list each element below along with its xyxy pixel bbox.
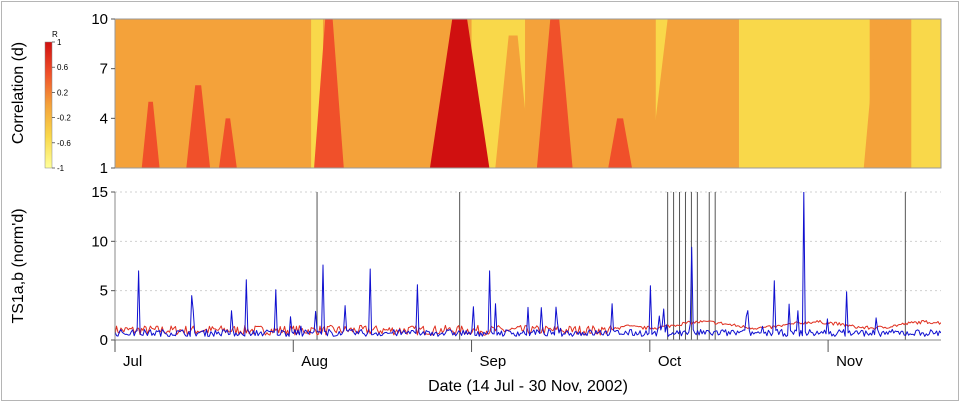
- heatmap-band-0: [141, 101, 160, 168]
- timeseries-x-tick-label-3: Oct: [658, 353, 682, 370]
- timeseries-x-axis: Jul Aug Sep Oct Nov: [114, 340, 863, 370]
- colorbar-tick-label-3: -0.2: [57, 114, 71, 123]
- heatmap-y-tick-label-0: 1: [100, 160, 108, 177]
- heatmap-y-axis: 1 4 7 10: [91, 11, 115, 177]
- heatmap-band-5: [429, 19, 490, 168]
- heatmap-band-4: [314, 19, 344, 168]
- colorbar-tick-label-5: -1: [57, 164, 65, 173]
- heatmap-region-3: [738, 19, 870, 168]
- heatmap-band-10: [863, 19, 900, 168]
- colorbar: R 1 0.6 0.2 -0.2 -0.6 -1: [44, 30, 71, 173]
- colorbar-tick-label-1: 0.6: [57, 63, 69, 72]
- heatmap-y-tick-label-2: 7: [100, 61, 108, 78]
- heatmap-y-axis-title: Correlation (d): [10, 42, 27, 144]
- heatmap-band-8: [608, 118, 632, 168]
- timeseries-x-tick-label-1: Aug: [301, 353, 328, 370]
- colorbar-title: R: [52, 30, 58, 39]
- timeseries-y-axis: 0 5 10 15: [91, 184, 115, 349]
- colorbar-tick-label-4: -0.6: [57, 139, 71, 148]
- colorbar-ticks: 1 0.6 0.2 -0.2 -0.6 -1: [52, 38, 71, 173]
- heatmap-border: [114, 18, 942, 169]
- heatmap-region-4: [911, 19, 941, 168]
- timeseries-y-tick-label-3: 15: [91, 184, 108, 201]
- heatmap-band-9: [649, 19, 698, 168]
- heatmap-y-tick-label-1: 4: [100, 110, 108, 127]
- colorbar-gradient: [44, 41, 53, 169]
- heatmap-band-2: [218, 118, 237, 168]
- timeseries-series-1: [115, 192, 941, 337]
- heatmap-band-6: [495, 35, 531, 168]
- heatmap-band-3: [269, 19, 306, 168]
- timeseries-x-tick-label-4: Nov: [836, 353, 863, 370]
- heatmap-panel: 1 4 7 10 Correlation (d): [10, 11, 942, 177]
- timeseries-x-tick-label-0: Jul: [123, 353, 142, 370]
- timeseries-panel: 0 5 10 15 Jul Aug Sep Oct Nov TS1a,b (norm'd) D…: [10, 184, 941, 395]
- heatmap-y-tick-label-3: 10: [91, 11, 108, 28]
- timeseries-x-axis-title: Date (14 Jul - 30 Nov, 2002): [428, 378, 628, 395]
- timeseries-series-0: [115, 319, 941, 336]
- timeseries-y-tick-label-2: 10: [91, 233, 108, 250]
- heatmap-band-1: [186, 85, 211, 168]
- heatmap-region-0: [311, 19, 323, 168]
- heatmap-bands: [141, 19, 941, 168]
- timeseries-series: [115, 192, 941, 340]
- timeseries-y-tick-label-0: 0: [100, 332, 108, 349]
- colorbar-tick-label-0: 1: [57, 38, 62, 47]
- timeseries-background: [115, 192, 941, 340]
- timeseries-y-axis-title: TS1a,b (norm'd): [10, 208, 27, 323]
- heatmap-band-7: [536, 19, 573, 168]
- timeseries-x-tick-label-2: Sep: [480, 353, 507, 370]
- colorbar-tick-label-2: 0.2: [57, 88, 69, 97]
- timeseries-y-tick-label-1: 5: [100, 283, 108, 300]
